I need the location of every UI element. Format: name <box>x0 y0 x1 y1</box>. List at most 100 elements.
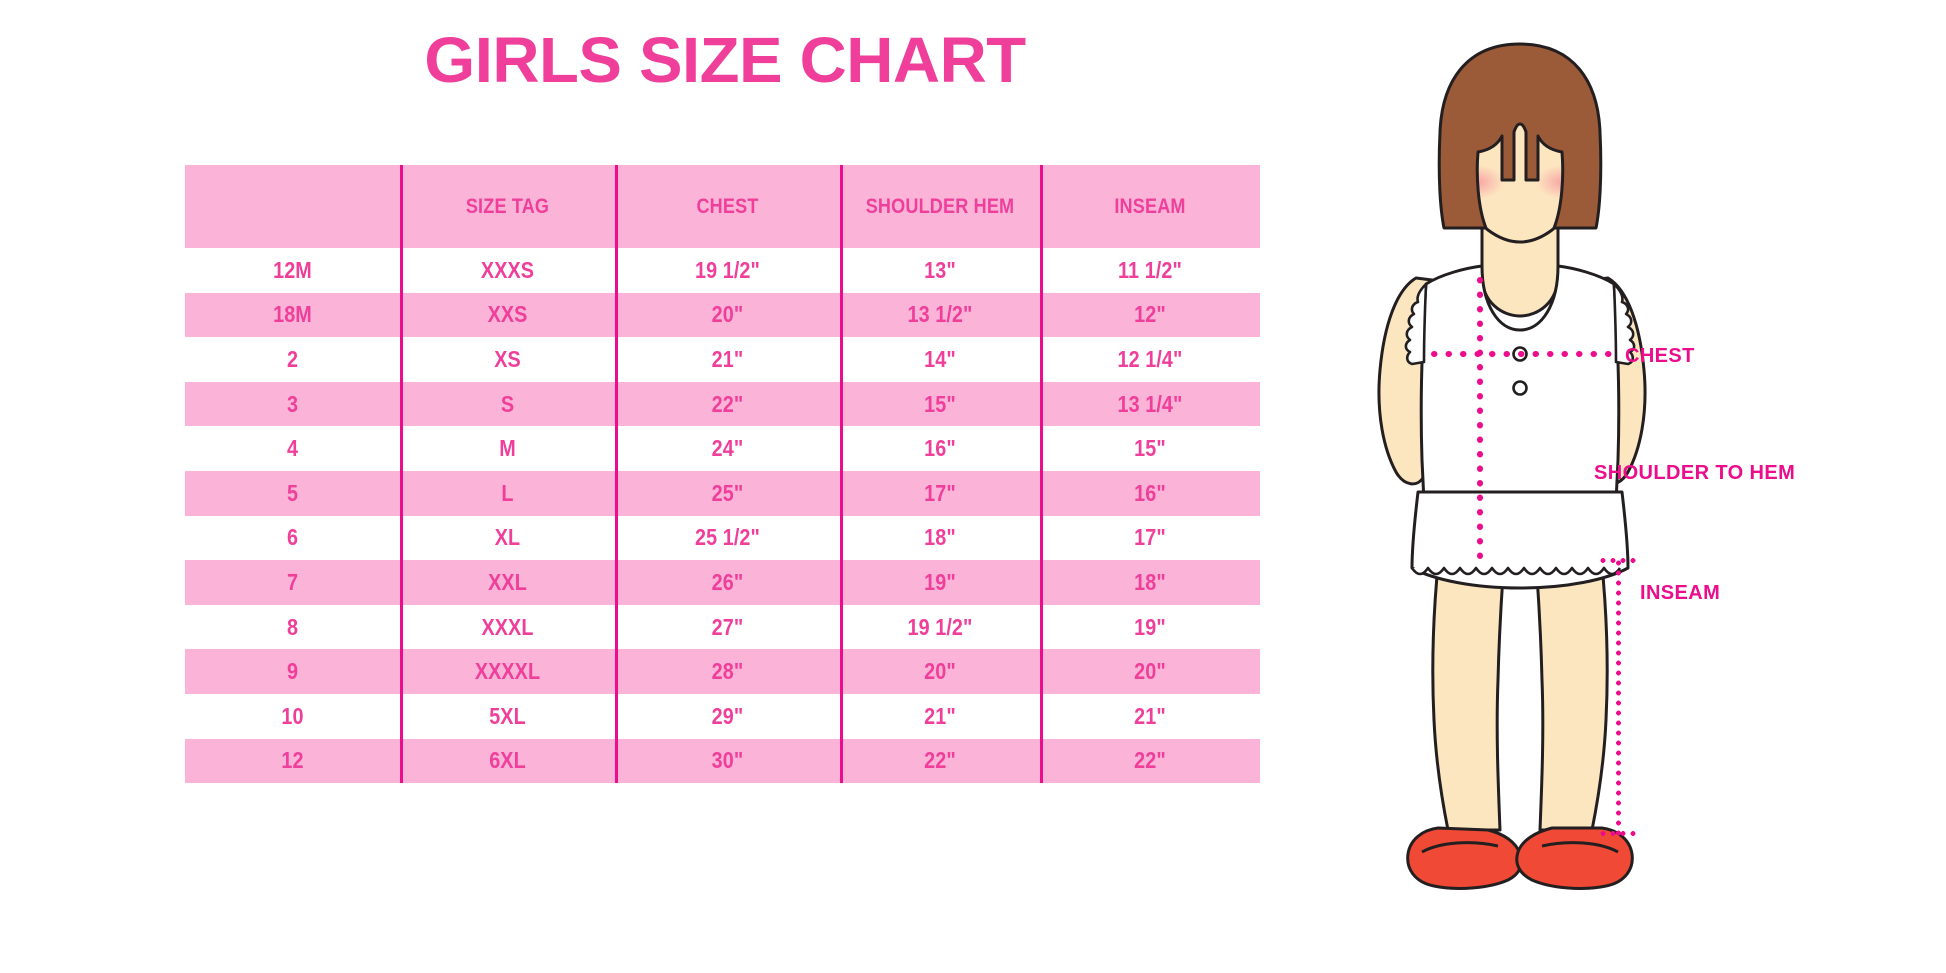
cell-chest: 26" <box>711 568 744 595</box>
skirt-garment <box>1410 490 1630 590</box>
cell-tag: M <box>499 435 516 462</box>
column-divider <box>400 560 403 605</box>
cell-tag: XXL <box>488 568 527 595</box>
column-divider <box>840 560 843 605</box>
column-divider <box>615 604 618 650</box>
cell-inseam: 12" <box>1134 301 1166 328</box>
cell-inseam: 13 1/4" <box>1117 390 1183 417</box>
column-divider <box>1040 426 1043 471</box>
column-divider <box>615 693 618 739</box>
cell-inseam: 18" <box>1134 568 1166 595</box>
table-row: 3 S 22" 15" 13 1/4" <box>185 381 1260 427</box>
column-divider <box>840 649 843 694</box>
cell-inseam: 17" <box>1134 524 1166 551</box>
column-divider <box>1040 337 1043 382</box>
column-divider <box>1040 292 1043 338</box>
cell-shoulder-hem: 17" <box>924 479 956 506</box>
column-divider <box>615 515 618 561</box>
column-divider <box>1040 738 1043 784</box>
cell-size: 3 <box>286 390 299 417</box>
inseam-guide-bracket <box>1598 558 1644 836</box>
cell-inseam: 12 1/4" <box>1117 345 1183 372</box>
column-divider <box>1040 604 1043 650</box>
cell-size: 12 <box>281 747 304 774</box>
column-divider <box>615 649 618 694</box>
page-title: GIRLS SIZE CHART <box>424 24 1026 96</box>
cell-size: 9 <box>286 658 299 685</box>
header-cell-shoulder-hem: SHOULDER HEM <box>865 194 1015 218</box>
column-divider <box>615 426 618 471</box>
column-divider <box>615 337 618 382</box>
table-row: 7 XXL 26" 19" 18" <box>185 560 1260 605</box>
cell-tag: XS <box>494 345 521 372</box>
column-divider <box>400 693 403 739</box>
column-divider <box>615 292 618 338</box>
column-divider <box>840 738 843 784</box>
bracket-vertical-line <box>1616 558 1621 836</box>
column-divider <box>400 337 403 382</box>
column-divider <box>840 165 843 248</box>
table-row: 4 M 24" 16" 15" <box>185 426 1260 471</box>
column-divider <box>400 165 403 248</box>
cell-chest: 22" <box>711 390 744 417</box>
column-divider <box>1040 165 1043 248</box>
top-garment <box>1404 264 1636 504</box>
header-cell-size-tag: SIZE TAG <box>465 194 550 218</box>
girl-model-figure <box>1330 40 1710 920</box>
label-shoulder-to-hem: SHOULDER TO HEM <box>1594 462 1796 484</box>
header-cell-size <box>200 165 385 248</box>
column-divider <box>615 165 618 248</box>
table-row: 10 5XL 29" 21" 21" <box>185 693 1260 739</box>
button-icon <box>1512 380 1528 396</box>
column-divider <box>840 604 843 650</box>
column-divider <box>400 515 403 561</box>
cell-tag: XXXS <box>480 256 535 283</box>
cell-shoulder-hem: 19 1/2" <box>907 613 973 640</box>
cell-size: 8 <box>286 613 299 640</box>
cell-chest: 25 1/2" <box>695 524 760 551</box>
column-divider <box>1040 248 1043 293</box>
cell-shoulder-hem: 20" <box>924 658 956 685</box>
table-row: 18M XXS 20" 13 1/2" 12" <box>185 292 1260 338</box>
table-row: 12M XXXS 19 1/2" 13" 11 1/2" <box>185 248 1260 293</box>
cell-inseam: 20" <box>1134 658 1166 685</box>
table-row: 9 XXXXL 28" 20" 20" <box>185 649 1260 694</box>
cell-chest: 20" <box>711 301 744 328</box>
column-divider <box>840 693 843 739</box>
header-cell-inseam: INSEAM <box>1114 194 1186 218</box>
measurement-guides <box>1431 277 1615 567</box>
cell-size: 7 <box>286 568 299 595</box>
cell-shoulder-hem: 15" <box>924 390 956 417</box>
column-divider <box>840 292 843 338</box>
cell-size: 2 <box>286 345 299 372</box>
table-body: 12M XXXS 19 1/2" 13" 11 1/2" 18M XXS 20" 13 1/2"… <box>185 248 1260 784</box>
cell-shoulder-hem: 18" <box>924 524 956 551</box>
cell-tag: 6XL <box>489 747 526 774</box>
label-inseam: INSEAM <box>1640 582 1721 604</box>
cell-shoulder-hem: 13 1/2" <box>907 301 973 328</box>
cell-inseam: 19" <box>1134 613 1166 640</box>
cell-shoulder-hem: 13" <box>924 256 956 283</box>
bracket-bottom-cap <box>1598 831 1638 836</box>
cell-size: 4 <box>286 435 299 462</box>
column-divider <box>1040 649 1043 694</box>
table-row: 6 XL 25 1/2" 18" 17" <box>185 515 1260 561</box>
cell-inseam: 16" <box>1134 479 1166 506</box>
cell-chest: 24" <box>711 435 744 462</box>
cell-tag: XXXL <box>481 613 534 640</box>
table-row: 5 L 25" 17" 16" <box>185 470 1260 516</box>
cell-size: 18M <box>273 301 312 328</box>
column-divider <box>1040 515 1043 561</box>
column-divider <box>1040 693 1043 739</box>
cell-shoulder-hem: 22" <box>924 747 956 774</box>
column-divider <box>615 560 618 605</box>
column-divider <box>400 738 403 784</box>
header-cell-chest: CHEST <box>696 194 759 218</box>
column-divider <box>400 604 403 650</box>
cell-size: 6 <box>286 524 299 551</box>
cell-tag: L <box>501 479 514 506</box>
cell-inseam: 21" <box>1134 702 1166 729</box>
table-row: 2 XS 21" 14" 12 1/4" <box>185 337 1260 382</box>
column-divider <box>615 381 618 427</box>
